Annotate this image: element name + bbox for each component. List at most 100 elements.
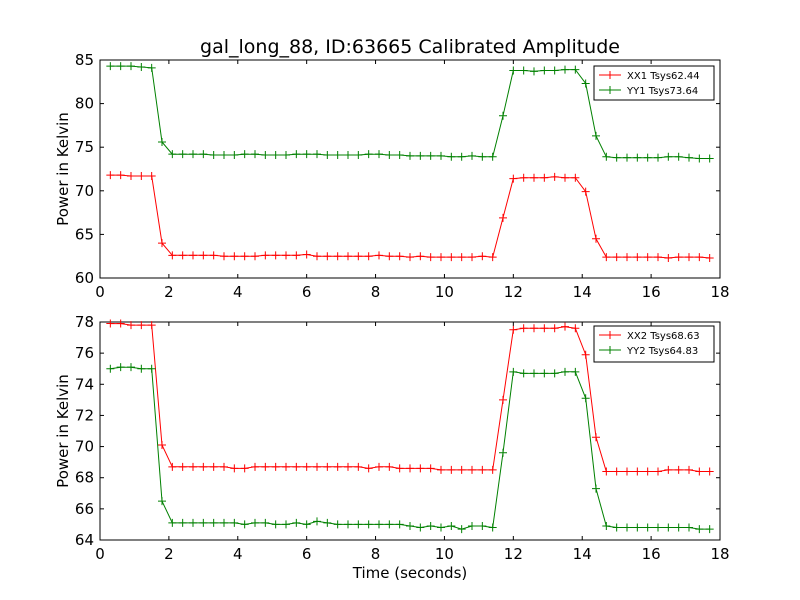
data-point [406, 464, 414, 473]
data-point [457, 253, 466, 262]
data-point [385, 252, 394, 261]
data-point [561, 322, 569, 331]
data-point [395, 252, 404, 261]
data-point [240, 252, 249, 261]
x-tick-label: 2 [164, 283, 174, 301]
data-point [168, 518, 177, 527]
x-tick-label: 2 [164, 545, 174, 563]
data-point [137, 62, 146, 71]
y-tick-label: 85 [75, 51, 94, 69]
data-point [416, 151, 425, 160]
data-point [468, 521, 476, 530]
data-point [695, 253, 704, 262]
data-point [147, 171, 156, 180]
x-tick-label: 16 [642, 283, 661, 301]
data-point [581, 350, 590, 359]
data-point [519, 66, 528, 75]
top-plot: 0 2 4 6 8 10 12 14 16 18 60 65 70 75 80 85 Power in Kelv… [54, 51, 730, 301]
data-point [240, 464, 249, 473]
data-point [375, 150, 383, 159]
y-tick-label: 68 [75, 469, 94, 487]
data-point [127, 321, 135, 330]
y-tick-label: 60 [75, 269, 94, 287]
data-point [612, 467, 621, 476]
data-point [664, 253, 673, 262]
data-point [178, 251, 187, 260]
data-point [106, 171, 115, 180]
data-point [550, 324, 559, 333]
data-point [220, 518, 228, 527]
data-point [499, 213, 507, 222]
data-point [695, 154, 704, 163]
data-point [127, 62, 135, 71]
data-point [509, 325, 518, 334]
data-point [674, 465, 683, 474]
data-point [478, 521, 487, 530]
data-point [695, 525, 704, 534]
y-tick-label: 72 [75, 406, 94, 424]
data-point [230, 464, 239, 473]
data-point [643, 253, 652, 262]
data-point [313, 252, 321, 261]
data-point [685, 153, 693, 162]
y-tick-label: 64 [75, 531, 94, 549]
data-point [158, 137, 166, 146]
data-point [705, 253, 714, 262]
data-point [488, 152, 497, 161]
data-point [333, 252, 342, 261]
data-point [685, 465, 693, 474]
x-tick-label: 18 [710, 545, 729, 563]
legend-box [593, 325, 715, 363]
data-point [447, 152, 456, 161]
data-point [530, 369, 538, 378]
data-point [282, 520, 290, 529]
x-tick-label: 0 [95, 283, 105, 301]
data-point [519, 324, 528, 333]
data-point [561, 65, 569, 74]
legend-label: YY2 Tsys64.83 [626, 346, 698, 357]
data-point [478, 465, 487, 474]
data-point [395, 464, 404, 473]
data-point [674, 253, 683, 262]
data-point [468, 465, 476, 474]
data-point [313, 462, 321, 471]
data-point [209, 151, 218, 160]
data-point [178, 518, 187, 527]
data-point [199, 518, 208, 527]
data-point [344, 520, 352, 529]
data-point [530, 173, 538, 182]
data-point [623, 253, 631, 262]
data-point [354, 252, 363, 261]
data-point [313, 150, 321, 159]
data-point [633, 523, 642, 532]
data-point [592, 433, 600, 442]
data-point [271, 520, 280, 529]
data-point [571, 173, 580, 182]
data-point [344, 462, 352, 471]
data-point [550, 66, 559, 75]
data-point [137, 321, 146, 330]
data-point [447, 521, 456, 530]
data-point [499, 448, 507, 457]
data-point [643, 153, 652, 162]
data-point [437, 465, 445, 474]
y-tick-label: 76 [75, 344, 94, 362]
data-point [602, 152, 611, 161]
y-tick-label: 75 [75, 138, 94, 156]
data-point [220, 252, 228, 261]
data-point [158, 441, 166, 450]
data-point [209, 462, 218, 471]
data-point [292, 518, 301, 527]
data-point [106, 319, 115, 328]
data-point [189, 150, 197, 159]
data-point [406, 253, 414, 262]
data-point [623, 467, 631, 476]
legend-label: XX2 Tsys68.63 [627, 331, 700, 342]
data-point [654, 523, 662, 532]
data-point [488, 523, 497, 532]
x-tick-label: 14 [573, 283, 592, 301]
data-point [209, 518, 218, 527]
data-point [323, 151, 332, 160]
data-point [643, 523, 652, 532]
